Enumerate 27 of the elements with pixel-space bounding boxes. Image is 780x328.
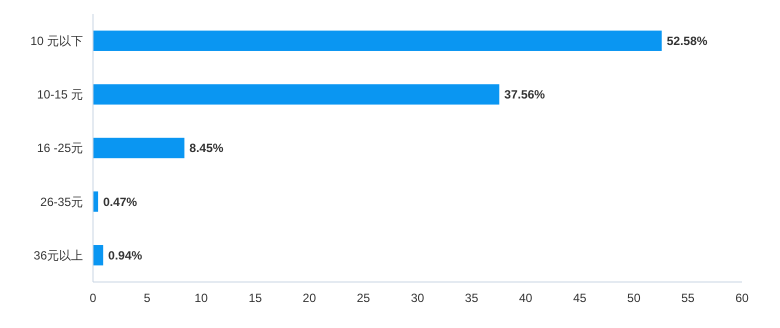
x-tick-label: 35 [464,291,479,305]
y-tick-label: 26-35元 [40,194,83,209]
y-tick-label: 10 元以下 [30,34,83,48]
x-tick-label: 10 [194,291,208,305]
data-label: 52.58% [666,34,708,48]
data-label: 8.45% [189,141,224,156]
x-tick-label: 50 [627,291,641,305]
data-label: 37.56% [504,88,546,102]
y-tick-label: 10-15 元 [36,88,83,102]
bar [93,245,104,266]
data-label: 0.94% [108,248,143,262]
y-tick-label: 36元以上 [34,248,83,262]
x-tick-label: 5 [144,291,151,305]
x-tick-label: 55 [681,291,695,305]
bar [93,84,500,105]
x-tick-label: 15 [248,291,262,305]
data-label: 0.47% [103,194,138,209]
x-tick-label: 40 [518,291,533,305]
bar [93,30,662,51]
bar [93,138,184,158]
x-tick-label: 25 [356,291,370,305]
y-tick-label: 16 -25元 [36,141,83,156]
x-tick-label: 20 [302,291,316,305]
x-tick-label: 30 [410,291,424,305]
x-tick-label: 0 [90,291,97,305]
x-tick-label: 60 [735,291,749,305]
x-tick-label: 45 [573,291,587,305]
